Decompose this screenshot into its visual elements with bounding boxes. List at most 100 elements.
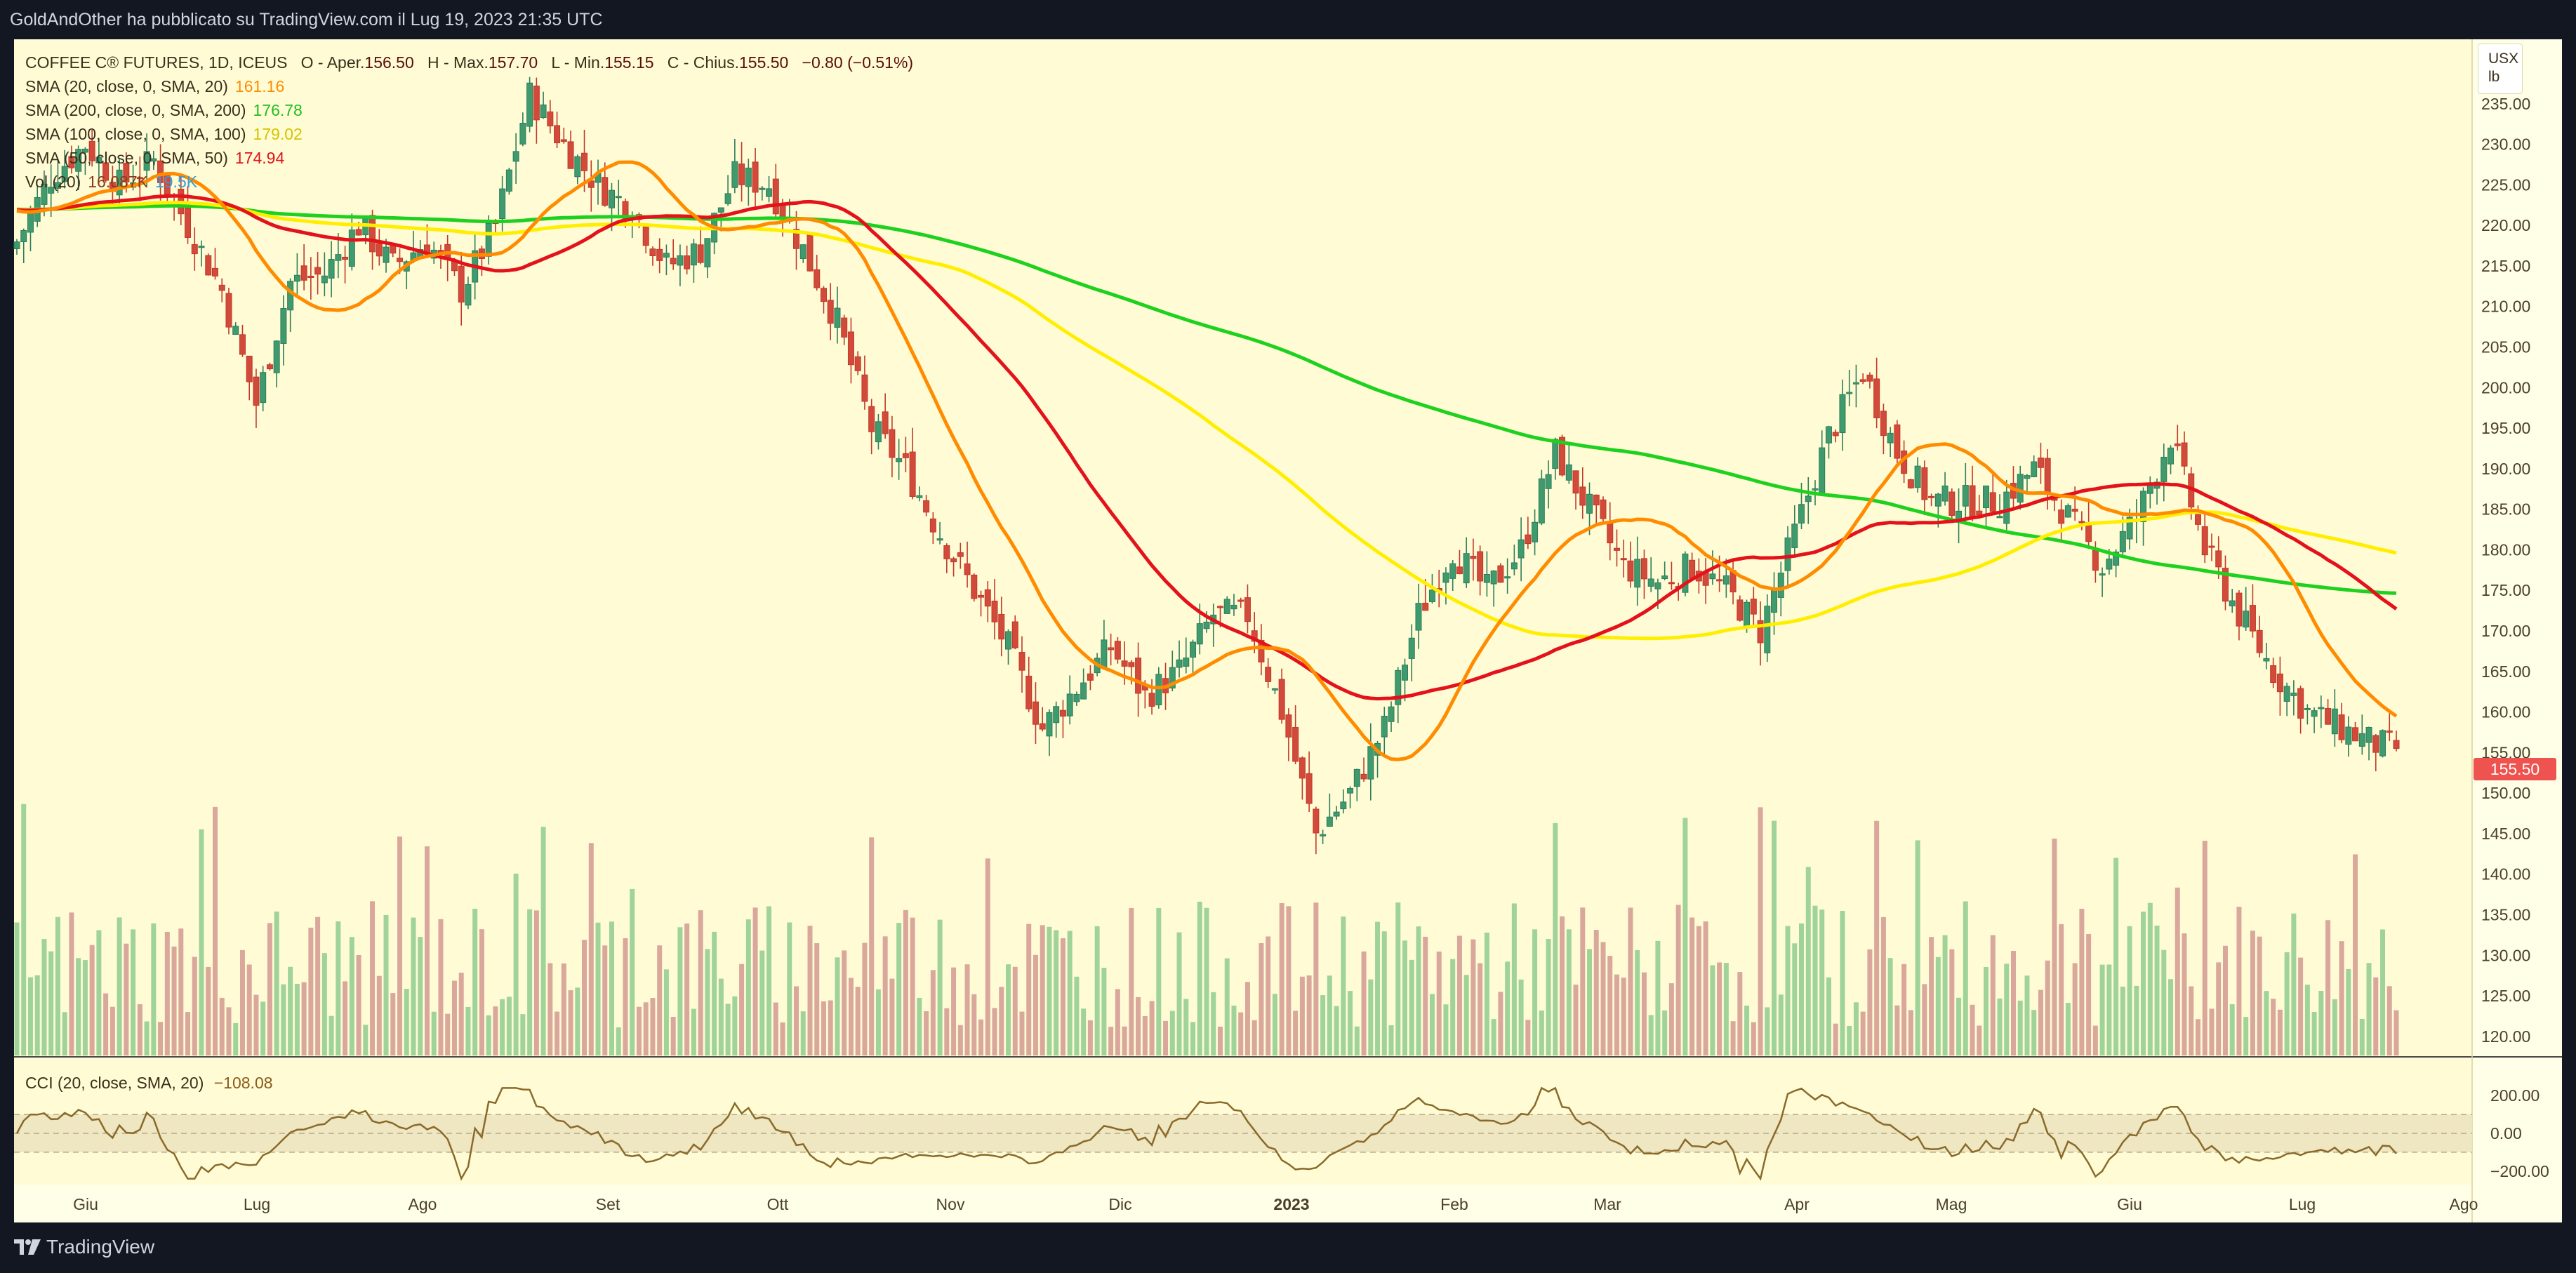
volume-bar — [2086, 933, 2092, 1055]
volume-bar — [479, 929, 484, 1055]
volume-bar — [315, 917, 321, 1055]
candle-body — [1579, 486, 1586, 506]
volume-bar — [1641, 972, 1647, 1055]
candle-body — [2393, 740, 2400, 749]
candle-body — [321, 275, 328, 284]
volume-bar — [2079, 908, 2085, 1055]
candle-body — [806, 234, 814, 272]
candle-body — [1921, 467, 1928, 500]
volume-bar — [14, 922, 20, 1055]
candle-body — [1689, 559, 1696, 579]
candle-body — [1483, 574, 1490, 583]
volume-bar — [759, 950, 765, 1055]
volume-bar — [2161, 949, 2167, 1055]
time-axis-background — [14, 1185, 2562, 1222]
volume-bar — [308, 927, 314, 1055]
candle-body — [2160, 456, 2167, 482]
candle-body — [1388, 706, 1395, 722]
volume-bar — [458, 973, 464, 1055]
volume-bar — [1313, 902, 1319, 1055]
volume-bar — [2222, 945, 2228, 1055]
candle-body — [978, 594, 985, 598]
brand-name: TradingView — [46, 1236, 155, 1258]
price-tick-label: 195.00 — [2481, 419, 2530, 437]
symbol-name[interactable]: COFFEE C® FUTURES, 1D, ICEUS — [25, 53, 288, 72]
candle-body — [2099, 573, 2106, 576]
volume-bar — [944, 1008, 950, 1055]
volume-bar — [1409, 959, 1414, 1055]
volume-bar — [465, 1006, 471, 1055]
time-axis-label: Ago — [409, 1195, 437, 1213]
volume-bar — [1012, 966, 1018, 1055]
candle-body — [376, 243, 383, 257]
volume-bar — [1266, 936, 1271, 1055]
volume-bar — [2318, 991, 2324, 1055]
vol-value2: 19.5K — [154, 173, 198, 191]
candle-body — [1983, 485, 1990, 509]
candle-body — [1757, 620, 1764, 644]
sma50-legend[interactable]: SMA (50, close, 0, SMA, 50) 174.94 — [25, 146, 913, 170]
sma200-legend[interactable]: SMA (200, close, 0, SMA, 200) 176.78 — [25, 98, 913, 122]
price-tick-label: 170.00 — [2481, 622, 2530, 640]
candle-body — [1292, 727, 1299, 762]
candle-body — [1812, 488, 1819, 491]
volume-bar — [226, 1007, 232, 1055]
candle-body — [1593, 494, 1600, 506]
sma20-legend[interactable]: SMA (20, close, 0, SMA, 20) 161.16 — [25, 74, 913, 98]
candle-body — [1244, 597, 1251, 622]
volume-bar — [623, 938, 628, 1055]
volume-bar — [794, 986, 799, 1055]
open-value: 156.50 — [364, 53, 414, 72]
volume-bar — [2264, 991, 2269, 1055]
volume-bar — [1662, 1010, 1668, 1055]
volume-bar — [1395, 902, 1401, 1055]
candle-body — [1873, 378, 1880, 418]
volume-bar — [1006, 964, 1011, 1055]
candle-body — [123, 163, 130, 182]
volume-bar — [1436, 951, 1442, 1055]
volume-bar — [1224, 958, 1230, 1055]
time-axis-label: 2023 — [1273, 1195, 1309, 1213]
volume-bar — [547, 963, 553, 1055]
candle-body — [2044, 458, 2051, 493]
candle-body — [485, 222, 492, 257]
vol-legend[interactable]: Vol (20) 16.087K 19.5K — [25, 170, 913, 194]
volume-bar — [288, 966, 293, 1055]
volume-bar — [1498, 992, 1503, 1055]
candle-body — [348, 229, 355, 267]
volume-bar — [2072, 963, 2078, 1055]
sma-line-200 — [16, 204, 2397, 595]
volume-bar — [1765, 1007, 1770, 1055]
candle-body — [88, 140, 95, 161]
volume-bar — [178, 928, 184, 1055]
price-axis: 120.00 125.00 130.00 135.00 140.00 145.00 150.… — [2481, 95, 2530, 1046]
candle-body — [2208, 545, 2215, 548]
sma100-legend[interactable]: SMA (100, close, 0, SMA, 100) 179.02 — [25, 122, 913, 146]
volume-bar — [2311, 1011, 2317, 1055]
volume-bar — [1259, 942, 1264, 1055]
volume-bar — [1122, 1026, 1127, 1055]
cci-legend[interactable]: CCI (20, close, SMA, 20) −108.08 — [25, 1074, 273, 1093]
volume-bar — [691, 1008, 696, 1055]
volume-bar — [411, 917, 416, 1055]
tradingview-logo-icon — [14, 1239, 41, 1255]
volume-bar — [2127, 926, 2132, 1055]
sma100-value: 179.02 — [253, 125, 303, 143]
volume-bar — [1997, 998, 2003, 1055]
volume-bar — [732, 996, 738, 1055]
unit-selector[interactable]: USX lb — [2478, 44, 2523, 94]
candle-body — [519, 123, 526, 145]
candle-body — [1135, 658, 1142, 694]
price-tick-label: 160.00 — [2481, 703, 2530, 721]
volume-bar — [397, 837, 403, 1055]
candle-body — [335, 254, 342, 261]
volume-bar — [1977, 1025, 1982, 1055]
volume-bar — [1217, 1026, 1223, 1055]
volume-bar — [62, 1012, 67, 1055]
candle-body — [1682, 553, 1689, 593]
candle-body — [1640, 558, 1647, 580]
volume-bar — [2298, 957, 2304, 1055]
candle-body — [1887, 432, 1894, 444]
volume-bar — [500, 999, 505, 1055]
